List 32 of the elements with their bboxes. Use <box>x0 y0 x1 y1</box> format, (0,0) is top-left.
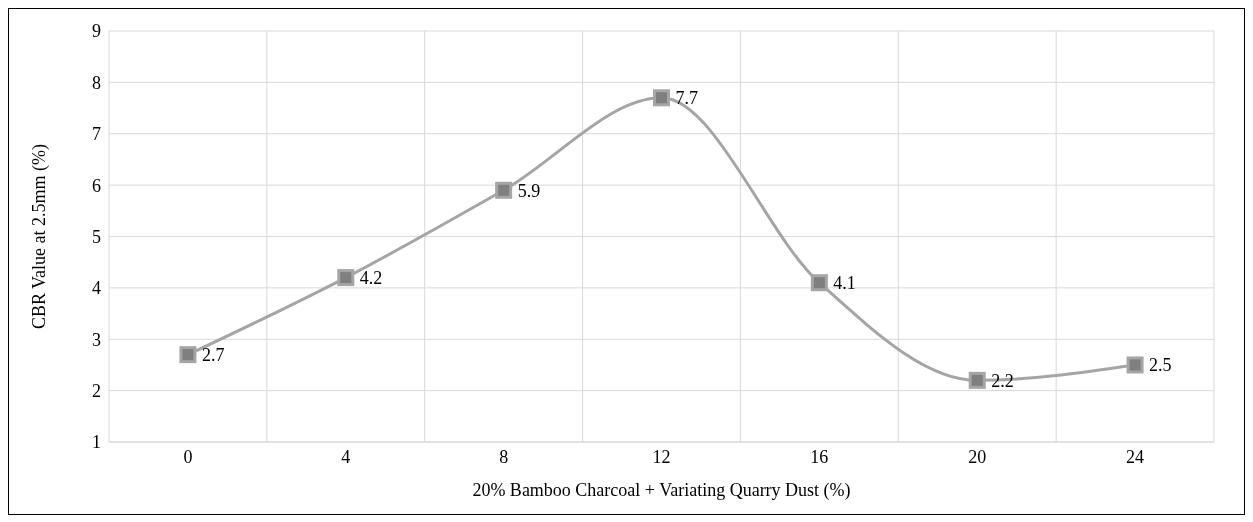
y-tick-label: 2 <box>92 381 101 402</box>
y-tick-label: 8 <box>92 72 101 93</box>
point <box>179 346 197 364</box>
x-tick-label: 12 <box>652 446 671 467</box>
point <box>968 371 986 389</box>
data-label: 5.9 <box>517 180 541 201</box>
y-axis-title: CBR Value at 2.5mm (%) <box>29 143 51 330</box>
x-tick-label: 8 <box>499 446 509 467</box>
y-tick-label: 7 <box>92 124 101 145</box>
data-label: 7.7 <box>675 88 698 109</box>
y-tick-label: 1 <box>92 432 101 453</box>
x-axis-title: 20% Bamboo Charcoal + Variating Quarry Dust (%) <box>472 480 851 501</box>
x-tick-label: 4 <box>341 446 351 467</box>
point <box>810 274 828 292</box>
y-tick-label: 5 <box>92 226 101 247</box>
data-label: 2.7 <box>201 345 225 366</box>
data-label: 4.1 <box>833 273 856 294</box>
point <box>653 89 670 107</box>
y-tick-label: 9 <box>92 21 101 42</box>
x-tick-label: 24 <box>1126 446 1145 467</box>
data-label: 2.5 <box>1149 355 1172 376</box>
x-tick-label: 16 <box>810 446 829 467</box>
point <box>337 269 355 287</box>
y-tick-label: 4 <box>92 278 101 299</box>
point <box>1126 356 1144 374</box>
point <box>495 181 513 199</box>
x-tick-label: 0 <box>183 446 193 467</box>
y-tick-label: 6 <box>92 175 101 196</box>
x-tick-label: 20 <box>968 446 987 467</box>
data-label: 4.2 <box>359 267 383 288</box>
y-tick-label: 3 <box>92 329 101 350</box>
data-label: 2.2 <box>991 370 1014 391</box>
